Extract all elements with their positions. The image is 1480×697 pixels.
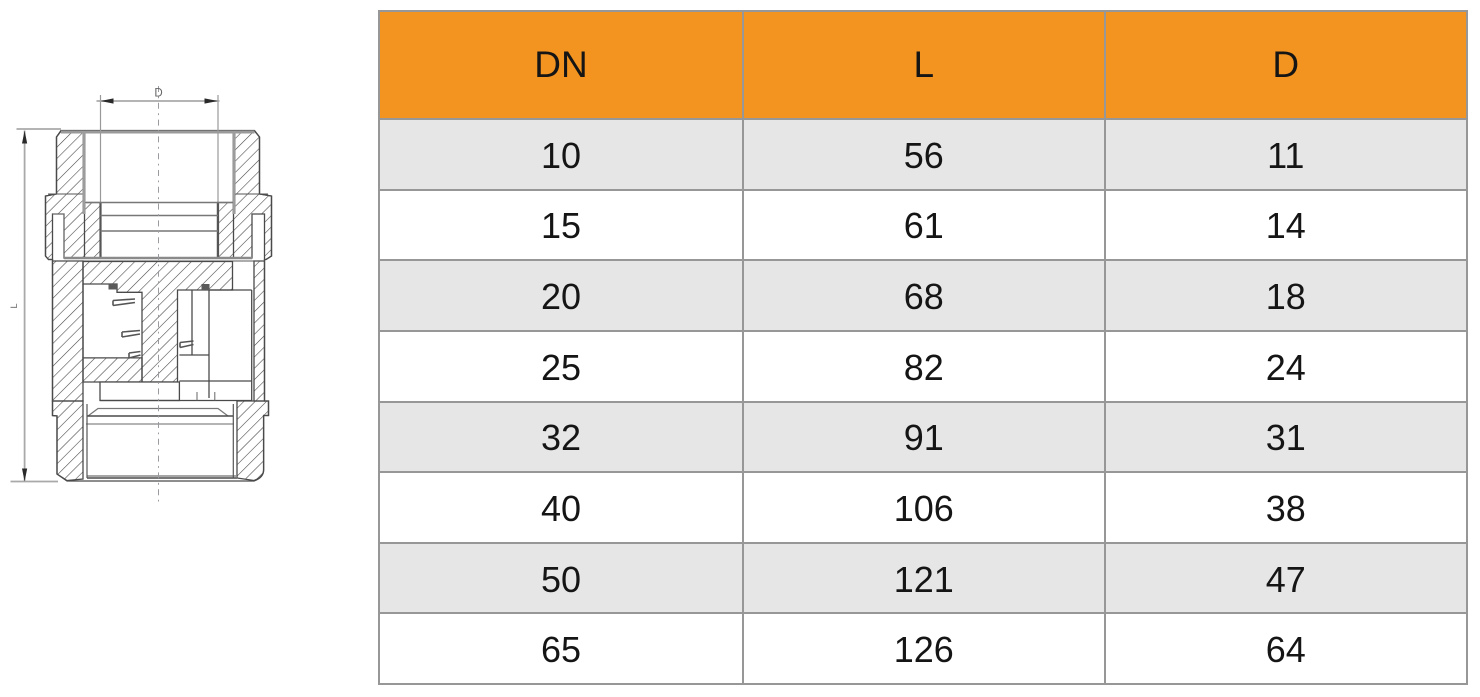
svg-text:L: L [9,303,19,308]
svg-text:D: D [154,88,162,100]
